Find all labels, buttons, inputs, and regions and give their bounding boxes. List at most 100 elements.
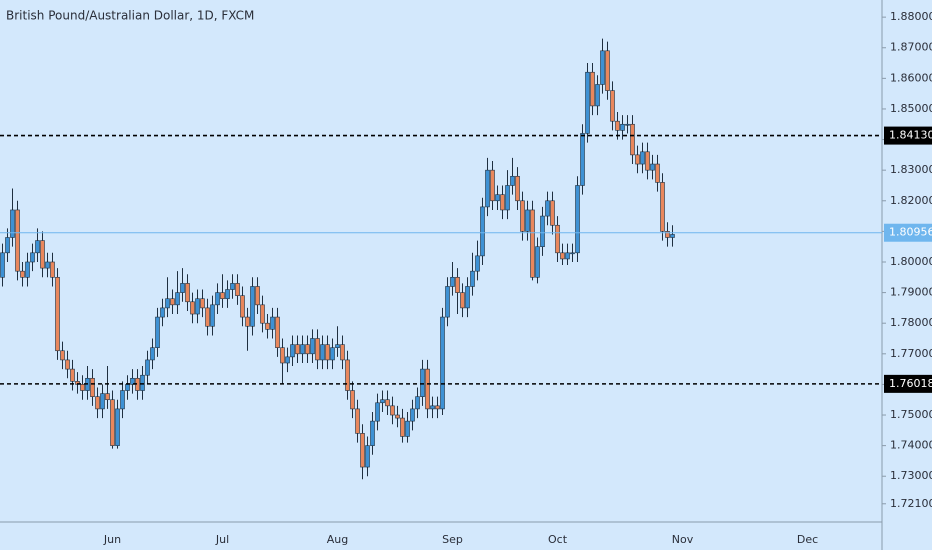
candle-body	[15, 209, 20, 272]
candle-body	[130, 377, 135, 385]
y-tick-label: 1.85000	[890, 102, 932, 115]
candle-body	[90, 377, 95, 397]
candle-body	[330, 347, 335, 361]
candle-body	[570, 252, 575, 255]
candle-body	[430, 405, 435, 410]
candle-body	[265, 322, 270, 330]
candle-body	[65, 359, 70, 370]
candle-body	[535, 246, 540, 278]
price-label: 1.80956	[889, 226, 932, 239]
candle-body	[270, 316, 275, 330]
candle-body	[540, 215, 545, 247]
hline-label-box	[884, 126, 932, 145]
candle-body	[60, 350, 65, 361]
hline-label: 1.84130	[889, 129, 932, 142]
candle-body	[95, 396, 100, 410]
candle-body	[35, 240, 40, 254]
candle-body	[355, 408, 360, 434]
y-tick-label: 1.75000	[890, 408, 932, 421]
candle-body	[45, 261, 50, 269]
candle-body	[340, 344, 345, 361]
candle-body	[115, 408, 120, 446]
candle-body	[365, 445, 370, 468]
candle-body	[230, 283, 235, 290]
candle-body	[370, 420, 375, 446]
candle-body	[525, 209, 530, 232]
candle-body	[580, 133, 585, 186]
candle-body	[185, 283, 190, 303]
candle-body	[240, 295, 245, 318]
candle-body	[190, 301, 195, 315]
y-tick-label: 1.79000	[890, 286, 932, 299]
y-tick-label: 1.83000	[890, 163, 932, 176]
candle-body	[20, 270, 25, 278]
candle-body	[260, 304, 265, 324]
candle-body	[485, 169, 490, 208]
candle-body	[285, 356, 290, 364]
x-tick-label: Jul	[215, 533, 229, 546]
candle-body	[200, 298, 205, 309]
candle-body	[530, 209, 535, 278]
candle-body	[215, 292, 220, 306]
candle-body	[25, 261, 30, 278]
hline-label-box	[884, 374, 932, 393]
candle-body	[465, 286, 470, 309]
candle-body	[245, 316, 250, 327]
candle-body	[290, 344, 295, 358]
candle-body	[490, 169, 495, 202]
candle-body	[585, 71, 590, 134]
candle-body	[565, 252, 570, 260]
y-tick-label: 1.87000	[890, 41, 932, 54]
candle-body	[575, 185, 580, 254]
candle-body	[375, 402, 380, 422]
candle-body	[140, 374, 145, 391]
candle-body	[670, 234, 675, 238]
candle-body	[645, 151, 650, 171]
price-label-box	[884, 223, 932, 242]
candle-body	[275, 316, 280, 348]
candle-body	[105, 393, 110, 401]
y-tick-label: 1.78000	[890, 316, 932, 329]
candle-body	[315, 338, 320, 361]
chart-title: British Pound/Australian Dollar, 1D, FXC…	[6, 9, 254, 23]
candle-body	[165, 298, 170, 309]
candle-body	[515, 175, 520, 202]
candle-body	[470, 270, 475, 287]
y-tick-label: 1.86000	[890, 71, 932, 84]
candle-body	[595, 84, 600, 107]
candle-body	[320, 344, 325, 361]
candle-body	[335, 344, 340, 348]
candle-body	[480, 206, 485, 257]
candle-body	[305, 344, 310, 355]
candle-body	[235, 283, 240, 296]
y-tick-label: 1.72100	[890, 497, 932, 510]
candle-body	[55, 276, 60, 352]
y-tick-label: 1.88000	[890, 10, 932, 23]
candle-body	[620, 123, 625, 131]
candle-body	[495, 194, 500, 202]
candle-body	[390, 405, 395, 416]
candle-body	[545, 200, 550, 217]
candle-body	[665, 231, 670, 238]
candle-body	[40, 240, 45, 269]
candle-body	[0, 252, 5, 278]
candle-body	[100, 393, 105, 410]
candle-body	[70, 368, 75, 382]
candle-body	[110, 399, 115, 446]
candle-body	[410, 408, 415, 422]
candle-body	[630, 123, 635, 156]
candle-body	[210, 304, 215, 327]
candle-body	[160, 307, 165, 318]
candle-body	[590, 71, 595, 107]
candle-body	[80, 384, 85, 391]
candle-body	[555, 224, 560, 254]
candle-body	[455, 276, 460, 293]
candle-body	[610, 90, 615, 122]
candle-body	[125, 384, 130, 391]
candle-body	[510, 175, 515, 186]
candle-body	[425, 368, 430, 410]
y-tick-label: 1.73000	[890, 469, 932, 482]
candle-body	[300, 344, 305, 355]
candle-body	[505, 185, 510, 211]
